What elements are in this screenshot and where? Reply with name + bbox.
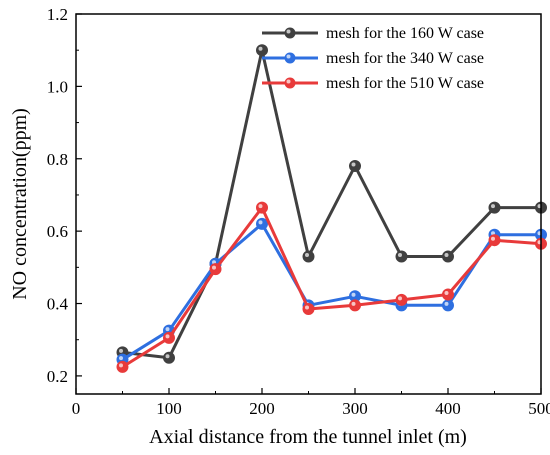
series-line (122, 48, 541, 360)
data-point (442, 250, 454, 263)
data-point-highlight (165, 354, 170, 359)
data-point (395, 250, 408, 263)
data-point (163, 331, 175, 344)
data-point (395, 293, 408, 306)
series-line (121, 222, 541, 361)
legend-label: mesh for the 510 W case (326, 75, 484, 92)
data-point (349, 160, 361, 172)
data-point (488, 234, 501, 247)
y-axis-label: NO concentration(ppm) (9, 108, 31, 300)
data-point-highlight (212, 265, 216, 270)
data-point-highlight (119, 348, 123, 353)
y-axis: 0.2 0.4 0.6 0.8 1.0 1.2 (47, 5, 82, 386)
legend-marker-highlight (286, 54, 291, 59)
y-tick-label: 0.6 (47, 222, 68, 241)
data-point (302, 250, 315, 263)
data-point (209, 263, 222, 276)
x-tick-label: 400 (435, 399, 461, 418)
y-tick-label: 1.2 (47, 5, 68, 24)
data-point (442, 288, 454, 301)
data-point-highlight (351, 292, 356, 297)
data-point-highlight (165, 334, 170, 339)
legend-label: mesh for the 160 W case (326, 25, 484, 42)
x-axis: 0 100 200 300 400 500 (72, 388, 550, 418)
x-tick-label: 300 (342, 399, 368, 418)
data-point-highlight (351, 301, 356, 306)
legend-marker (284, 27, 296, 39)
legend-marker (284, 52, 296, 64)
data-point-highlight (165, 327, 170, 332)
x-tick-label: 200 (249, 399, 275, 418)
data-point-highlight (398, 296, 402, 301)
plot-frame (75, 13, 542, 395)
x-tick-label: 0 (72, 399, 81, 418)
data-point (488, 201, 501, 214)
data-point-highlight (491, 204, 495, 209)
data-point (256, 201, 268, 214)
data-point (442, 299, 454, 312)
data-point-highlight (119, 356, 123, 361)
legend: mesh for the 160 W case mesh for the 340 … (262, 25, 484, 92)
data-point-highlight (444, 301, 449, 306)
data-point-highlight (258, 220, 263, 225)
y-tick-label: 0.4 (47, 295, 69, 314)
x-tick-label: 500 (528, 399, 550, 418)
data-point-highlight (305, 252, 309, 257)
x-tick-label: 100 (156, 399, 182, 418)
legend-label: mesh for the 340 W case (326, 50, 484, 67)
data-point (163, 351, 175, 364)
series-layer (116, 44, 547, 373)
y-tick-label: 0.8 (47, 150, 68, 169)
data-point (256, 44, 268, 57)
data-point-highlight (444, 290, 449, 295)
y-tick-label: 0.2 (47, 367, 68, 386)
legend-marker-highlight (286, 29, 291, 34)
data-point-highlight (491, 236, 495, 241)
data-point-highlight (258, 204, 263, 209)
data-point (349, 299, 361, 312)
data-point-highlight (398, 252, 402, 257)
legend-marker (284, 77, 296, 89)
y-tick-label: 1.0 (47, 77, 68, 96)
data-point (116, 360, 129, 373)
data-point-highlight (119, 363, 123, 368)
data-point-highlight (351, 162, 356, 167)
x-axis-label: Axial distance from the tunnel inlet (m) (149, 426, 467, 448)
data-point-highlight (444, 252, 449, 257)
data-point-highlight (305, 305, 309, 310)
series-3 (116, 201, 547, 373)
data-point-highlight (258, 46, 263, 51)
series-2 (116, 217, 547, 366)
series-line (121, 206, 542, 369)
data-point (302, 302, 315, 315)
data-point (256, 217, 268, 230)
legend-marker-highlight (286, 79, 291, 84)
series-1 (116, 44, 547, 364)
